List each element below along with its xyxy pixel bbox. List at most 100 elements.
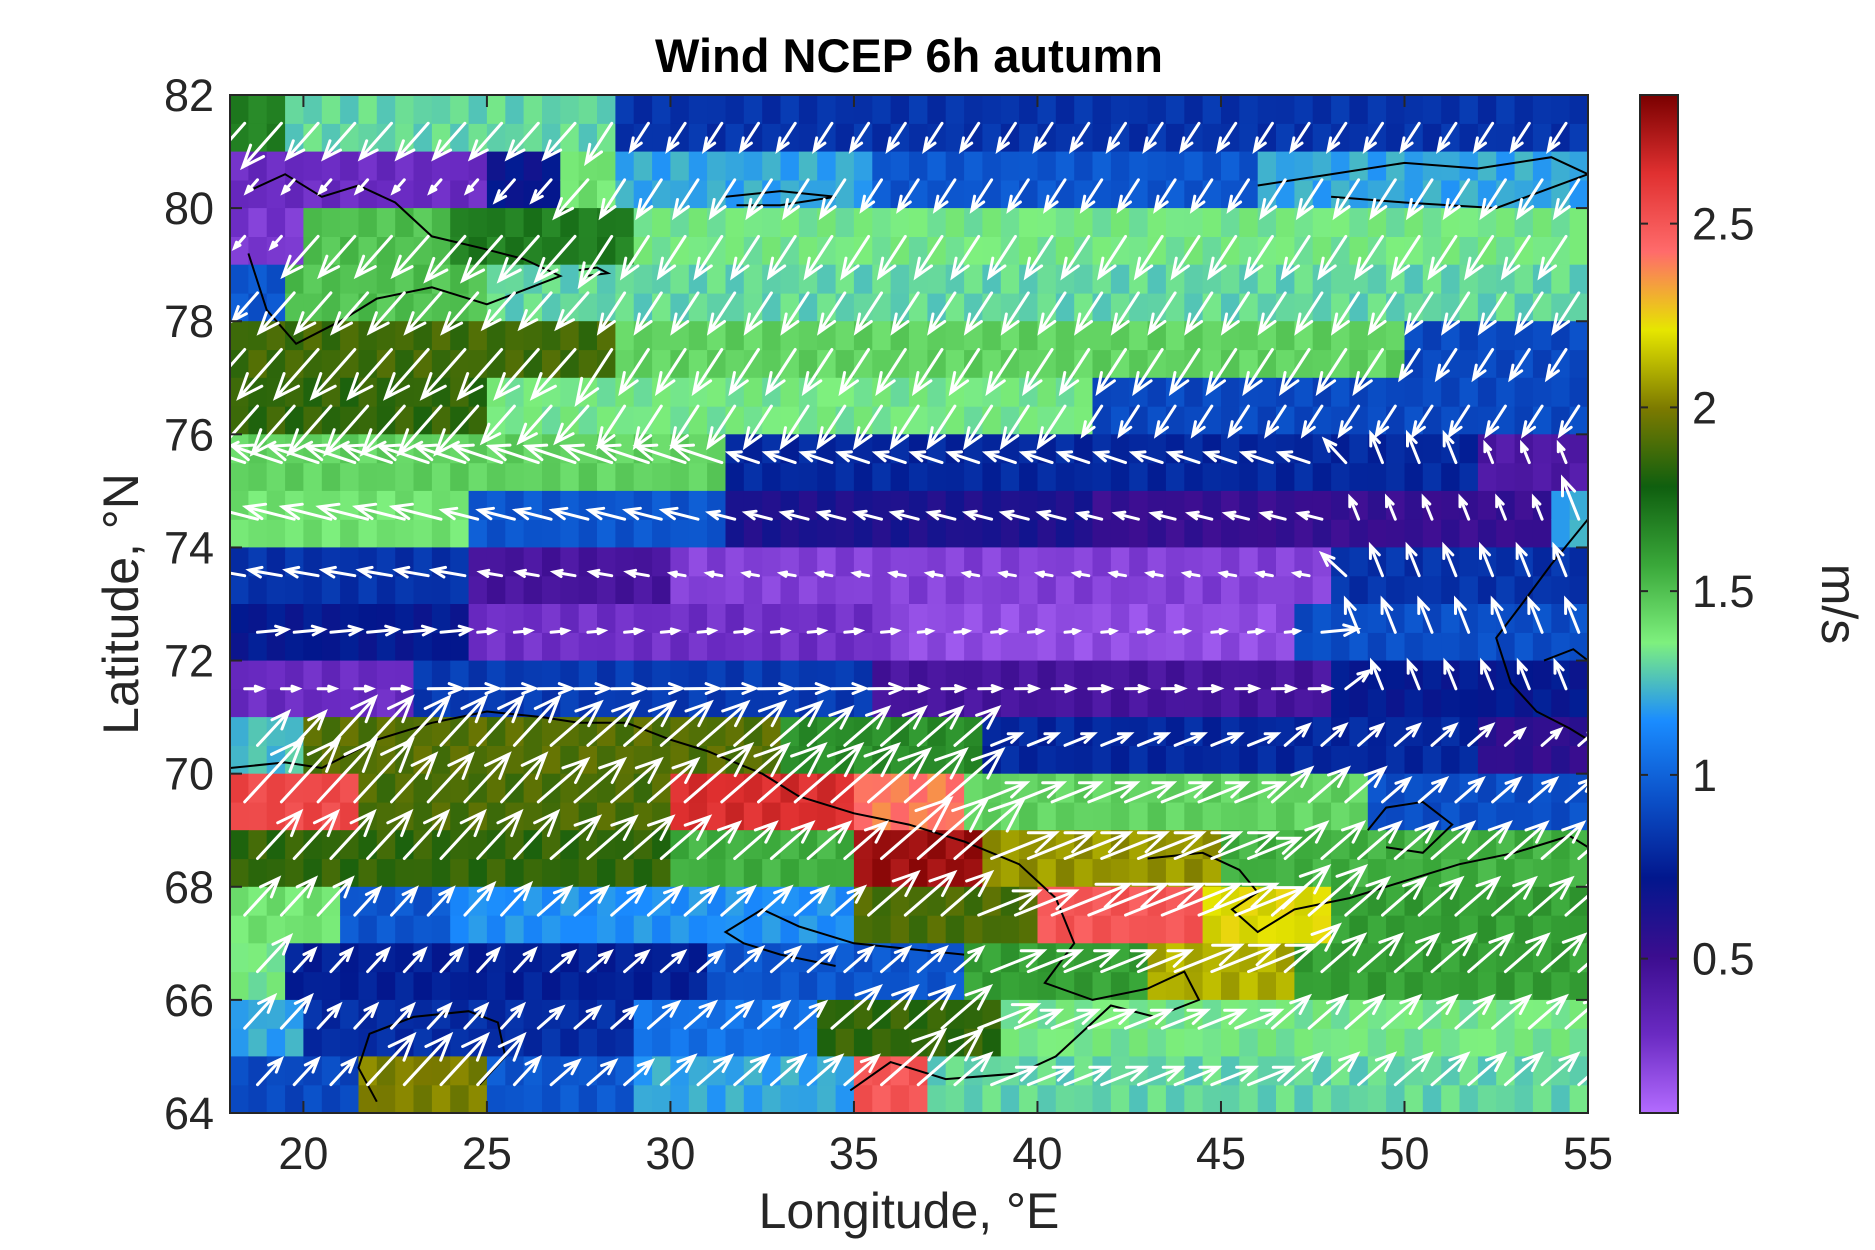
wind-arrow xyxy=(1417,775,1450,804)
wind-arrow xyxy=(1210,943,1282,974)
heatmap-cell xyxy=(1276,717,1295,746)
heatmap-cell xyxy=(1532,208,1552,237)
heatmap-cell xyxy=(1221,604,1240,633)
colorbar: 0.511.522.5 m/s xyxy=(1639,94,1867,1114)
wind-arrow xyxy=(355,565,393,579)
heatmap-cell xyxy=(762,236,782,266)
heatmap-cell xyxy=(1312,490,1332,520)
wind-arrow xyxy=(1315,348,1348,397)
heatmap-cell xyxy=(1496,123,1516,153)
heatmap-cell xyxy=(927,292,947,322)
heatmap-cell xyxy=(1441,1028,1461,1058)
heatmap-cell xyxy=(798,377,818,407)
heatmap-cell xyxy=(1202,292,1222,322)
wind-arrow xyxy=(628,121,650,154)
heatmap-cell xyxy=(1074,264,1094,294)
wind-arrow xyxy=(423,234,467,284)
heatmap-cell xyxy=(1459,660,1479,690)
heatmap-cell xyxy=(1441,971,1461,1001)
heatmap-cell xyxy=(597,773,616,803)
wind-arrow xyxy=(890,291,920,336)
heatmap-cell xyxy=(1221,660,1240,690)
heatmap-cell xyxy=(230,179,249,209)
heatmap-cell xyxy=(1477,801,1497,831)
heatmap-cell xyxy=(615,123,635,153)
heatmap-cell xyxy=(1037,462,1057,492)
heatmap-cell xyxy=(1331,292,1351,322)
heatmap-cell xyxy=(230,208,249,237)
heatmap-cell xyxy=(1110,462,1130,492)
heatmap-cell xyxy=(1496,604,1516,633)
heatmap-cell xyxy=(486,604,506,633)
heatmap-cell xyxy=(817,264,837,294)
heatmap-cell xyxy=(688,971,708,1001)
heatmap-cell xyxy=(248,858,268,888)
heatmap-cell xyxy=(395,632,415,662)
wind-arrow xyxy=(816,404,847,451)
wind-arrow xyxy=(1197,1008,1248,1030)
heatmap-cell xyxy=(762,943,782,973)
heatmap-cell xyxy=(1532,95,1552,124)
heatmap-cell xyxy=(707,406,727,435)
heatmap-cell xyxy=(1422,123,1442,153)
wind-arrow xyxy=(953,1051,994,1087)
heatmap-cell xyxy=(1202,660,1222,690)
heatmap-cell xyxy=(486,123,506,153)
heatmap-cell xyxy=(340,151,360,181)
heatmap-cell xyxy=(1202,575,1222,605)
heatmap-cell xyxy=(597,547,616,577)
heatmap-cell xyxy=(395,292,415,322)
wind-arrow xyxy=(986,234,1017,281)
heatmap-cell xyxy=(1055,151,1075,181)
heatmap-cell xyxy=(1147,915,1167,944)
heatmap-cell xyxy=(1551,292,1571,322)
heatmap-cell xyxy=(431,575,451,605)
heatmap-cell xyxy=(486,151,506,181)
heatmap-cell xyxy=(1551,604,1571,633)
wind-arrow xyxy=(911,348,944,397)
heatmap-cell xyxy=(1110,349,1130,379)
heatmap-cell xyxy=(927,688,947,718)
heatmap-cell xyxy=(578,321,598,351)
heatmap-cell xyxy=(964,377,984,407)
heatmap-cell xyxy=(1184,660,1204,690)
wind-arrow xyxy=(875,348,907,397)
heatmap-cell xyxy=(945,1056,965,1086)
wind-arrow xyxy=(1063,949,1121,974)
heatmap-cell xyxy=(505,943,525,973)
heatmap-cell xyxy=(835,236,855,266)
wind-arrow xyxy=(476,946,502,974)
heatmap-cell xyxy=(560,151,580,181)
heatmap-cell xyxy=(890,236,910,266)
heatmap-cell xyxy=(1055,95,1075,124)
heatmap-cell xyxy=(450,1084,470,1113)
heatmap-cell xyxy=(1019,688,1039,718)
heatmap-cell xyxy=(982,547,1002,577)
heatmap-cell xyxy=(1165,1084,1185,1113)
heatmap-cell xyxy=(1037,264,1057,294)
wind-arrow xyxy=(985,348,1017,397)
heatmap-cell xyxy=(560,208,580,237)
heatmap-cell xyxy=(927,264,947,294)
wind-arrow xyxy=(703,570,724,578)
heatmap-cell xyxy=(1367,179,1387,209)
heatmap-cell xyxy=(725,490,745,520)
heatmap-cell xyxy=(597,349,616,379)
heatmap-cell xyxy=(670,830,690,860)
heatmap-cell xyxy=(1459,292,1479,322)
heatmap-cell xyxy=(1037,1028,1057,1058)
heatmap-cell xyxy=(578,519,598,549)
heatmap-cell xyxy=(1367,915,1387,944)
heatmap-cell xyxy=(395,943,415,973)
heatmap-cell xyxy=(1422,1028,1442,1058)
heatmap-cell xyxy=(1147,95,1167,124)
wind-arrow xyxy=(329,694,379,747)
wind-arrow xyxy=(463,751,512,804)
heatmap-cell xyxy=(542,717,561,746)
heatmap-cell xyxy=(1037,151,1057,181)
heatmap-cell xyxy=(340,292,360,322)
heatmap-cell xyxy=(835,377,855,407)
heatmap-cell xyxy=(615,377,635,407)
heatmap-cell xyxy=(1404,264,1424,294)
heatmap-cell xyxy=(1165,490,1185,520)
